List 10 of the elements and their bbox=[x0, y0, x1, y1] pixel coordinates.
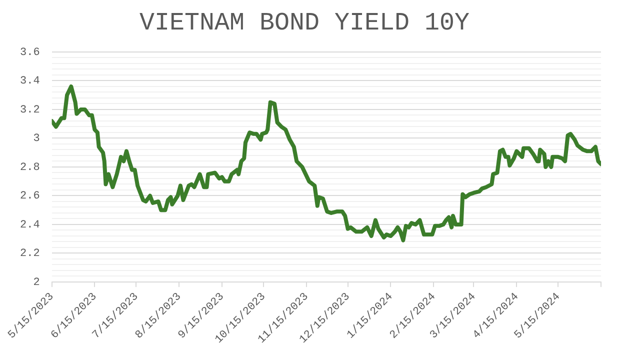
y-tick-label: 2 bbox=[33, 276, 40, 289]
y-tick-label: 3.2 bbox=[20, 104, 40, 116]
y-tick-label: 3 bbox=[33, 133, 40, 146]
y-tick-label: 2.6 bbox=[20, 190, 40, 203]
y-tick-label: 2.2 bbox=[20, 248, 40, 260]
chart-title: VIETNAM BOND YIELD 10Y bbox=[139, 8, 470, 38]
y-tick-label: 3.4 bbox=[20, 76, 40, 88]
y-tick-label: 3.6 bbox=[20, 46, 40, 59]
y-tick-label: 2.8 bbox=[20, 162, 40, 174]
y-tick-label: 2.4 bbox=[20, 219, 40, 232]
